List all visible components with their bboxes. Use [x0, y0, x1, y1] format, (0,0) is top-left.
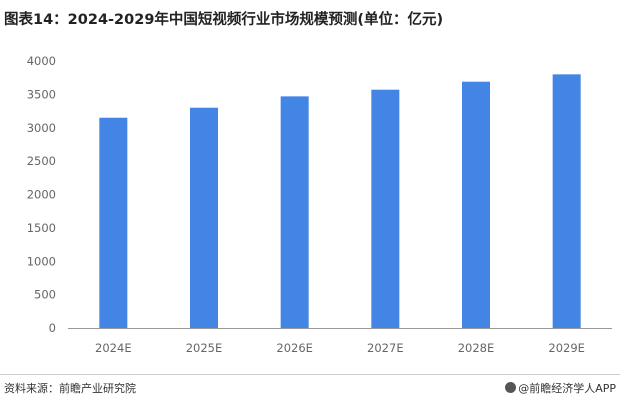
x-tick-label: 2029E — [548, 341, 585, 355]
y-tick-label: 3500 — [27, 87, 56, 101]
bar-series — [99, 74, 581, 328]
x-axis: 2024E 2025E 2026E 2027E 2028E 2029E — [95, 341, 585, 355]
bar-2028E — [462, 81, 490, 328]
x-tick-label: 2026E — [276, 341, 313, 355]
brand-label: @前瞻经济学人APP — [505, 380, 616, 396]
y-tick-label: 3000 — [27, 121, 56, 135]
brand-text: @前瞻经济学人APP — [518, 382, 616, 395]
x-tick-label: 2027E — [367, 341, 404, 355]
bar-2024E — [99, 117, 128, 328]
x-tick-label: 2025E — [186, 341, 223, 355]
y-tick-label: 2000 — [27, 188, 56, 202]
source-note: 资料来源：前瞻产业研究院 — [4, 382, 136, 395]
chart-title: 图表14：2024-2029年中国短视频行业市场规模预测(单位：亿元) — [4, 12, 444, 28]
y-tick-label: 2500 — [27, 154, 56, 168]
x-tick-label: 2028E — [458, 341, 495, 355]
bar-2025E — [190, 107, 218, 328]
y-tick-label: 0 — [49, 321, 56, 335]
brand-logo-icon — [505, 382, 517, 393]
y-tick-label: 4000 — [27, 54, 56, 68]
y-tick-label: 500 — [34, 288, 56, 302]
y-tick-label: 1000 — [27, 254, 56, 268]
y-tick-label: 1500 — [27, 221, 56, 235]
bar-2026E — [280, 96, 309, 328]
bar-2027E — [371, 89, 400, 328]
x-tick-label: 2024E — [95, 341, 132, 355]
y-axis: 0 500 1000 1500 2000 2500 3000 3500 4000 — [27, 54, 56, 335]
bar-2029E — [552, 74, 581, 328]
footer: 资料来源：前瞻产业研究院 @前瞻经济学人APP — [0, 374, 620, 401]
